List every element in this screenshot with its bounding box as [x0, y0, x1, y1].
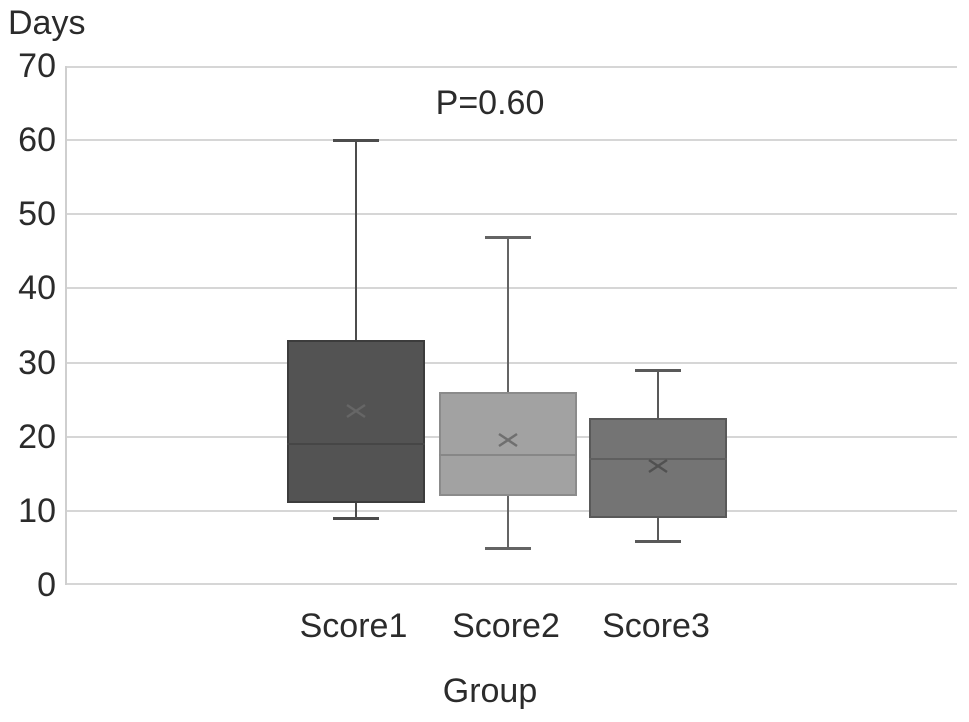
gridline — [67, 213, 957, 216]
lower-whisker-stem-score1 — [354, 503, 357, 519]
y-tick-label: 40 — [18, 269, 56, 308]
gridline — [67, 66, 957, 68]
gridline — [67, 287, 957, 290]
y-tick-label: 30 — [18, 343, 56, 382]
y-tick-label: 60 — [18, 121, 56, 160]
x-tick-label-score1: Score1 — [299, 607, 408, 645]
gridline — [67, 583, 957, 585]
upper-whisker-stem-score3 — [657, 369, 659, 419]
y-axis-tick-labels: 0 10 20 30 40 50 60 70 — [0, 0, 56, 722]
lower-whisker-stem-score2 — [507, 496, 509, 548]
y-tick-label: 50 — [18, 195, 56, 234]
x-axis-labels: Score1 Score2 Score3 — [65, 608, 955, 648]
p-value-annotation: P=0.60 — [435, 84, 545, 122]
box-score2 — [439, 392, 577, 497]
x-tick-label-score3: Score3 — [602, 607, 710, 645]
mean-marker-score1 — [345, 403, 367, 424]
upper-whisker-cap-score2 — [485, 235, 531, 239]
lower-whisker-stem-score3 — [657, 518, 659, 541]
median-line-score1 — [286, 443, 425, 446]
lower-whisker-cap-score1 — [332, 517, 379, 521]
gridline — [67, 509, 957, 512]
lower-whisker-cap-score3 — [635, 539, 681, 543]
upper-whisker-cap-score1 — [332, 139, 379, 143]
y-tick-label: 20 — [18, 417, 56, 456]
x-axis-title: Group — [442, 672, 538, 710]
upper-whisker-cap-score3 — [635, 368, 681, 372]
gridline — [67, 139, 957, 142]
lower-whisker-cap-score2 — [485, 546, 531, 550]
y-tick-label: 10 — [18, 491, 56, 530]
y-tick-label: 0 — [37, 566, 56, 604]
plot-area — [65, 66, 957, 585]
y-tick-label: 70 — [18, 47, 56, 85]
mean-marker-score3 — [647, 458, 669, 479]
upper-whisker-stem-score1 — [354, 140, 357, 341]
mean-marker-score2 — [497, 432, 519, 453]
upper-whisker-stem-score2 — [507, 236, 509, 393]
y-axis-title: Days — [8, 4, 86, 42]
median-line-score3 — [589, 457, 727, 460]
box-score1 — [286, 340, 425, 504]
x-tick-label-score2: Score2 — [452, 607, 560, 645]
box-score3 — [589, 418, 727, 519]
gridline — [67, 361, 957, 364]
median-line-score2 — [439, 454, 577, 457]
